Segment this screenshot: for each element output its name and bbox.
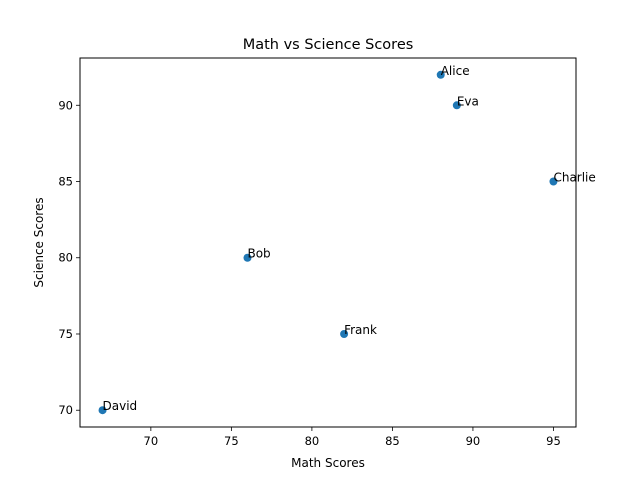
chart-title: Math vs Science Scores	[243, 37, 414, 53]
data-point-label: Bob	[247, 247, 270, 261]
x-tick-label: 90	[466, 434, 481, 448]
data-point-label: David	[103, 399, 138, 413]
point-labels: Alice Bob Charlie David Eva Frank	[103, 64, 596, 413]
y-tick-label: 70	[58, 403, 73, 417]
data-point	[340, 329, 349, 338]
data-point	[452, 101, 461, 110]
data-point-label: Eva	[457, 94, 479, 108]
plot-frame	[79, 57, 577, 428]
x-axis-label: Math Scores	[291, 456, 365, 470]
x-tick-label: 80	[305, 434, 320, 448]
data-point	[98, 406, 107, 415]
data-points	[98, 70, 558, 415]
x-tick-label: 70	[144, 434, 159, 448]
y-tick-label: 75	[58, 327, 73, 341]
x-tick-label: 95	[546, 434, 561, 448]
axis-ticks: 70 75 80 85 90 95 70 75 80 85 90	[58, 98, 560, 448]
data-point	[243, 253, 252, 262]
data-point-label: Charlie	[553, 171, 595, 185]
data-point-label: Alice	[441, 64, 470, 78]
data-point	[436, 70, 445, 79]
y-axis-label: Science Scores	[32, 197, 46, 287]
x-tick-label: 75	[224, 434, 239, 448]
data-point-label: Frank	[344, 323, 377, 337]
y-tick-label: 90	[58, 98, 73, 112]
y-tick-label: 80	[58, 251, 73, 265]
data-point	[549, 177, 558, 186]
y-tick-label: 85	[58, 175, 73, 189]
x-tick-label: 85	[385, 434, 400, 448]
